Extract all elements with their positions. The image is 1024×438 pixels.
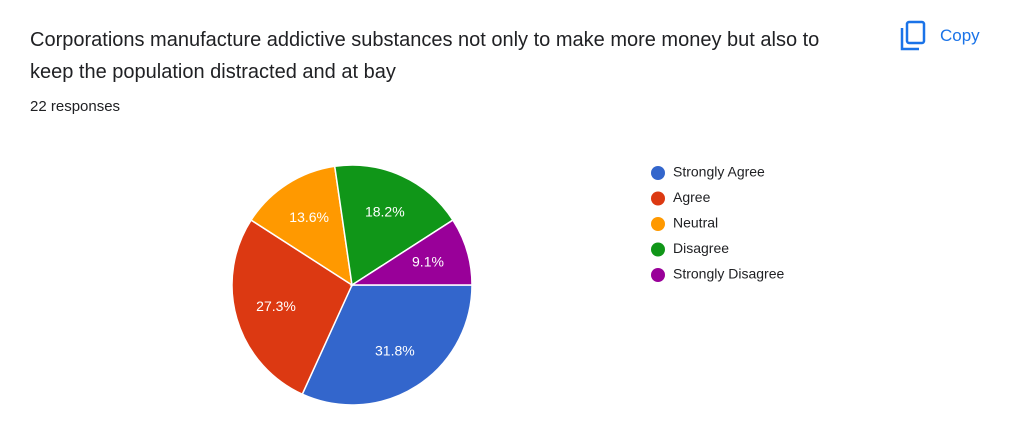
copy-icon: [900, 20, 926, 51]
pie-slice: [250, 165, 353, 287]
slice-label: 27.3%: [256, 298, 296, 314]
legend-label: Neutral: [673, 215, 718, 231]
legend-swatch: [651, 191, 665, 206]
legend-label: Strongly Agree: [673, 164, 765, 180]
response-count: 22 responses: [30, 98, 121, 115]
legend-label: Disagree: [673, 240, 729, 256]
legend-swatch: [651, 166, 665, 180]
pie-slice: [349, 219, 473, 286]
slice-label: 9.1%: [412, 253, 444, 269]
slice-label: 13.6%: [289, 209, 329, 225]
legend-swatch: [651, 268, 665, 282]
pie-slice: [301, 284, 473, 406]
pie-slice: [231, 219, 353, 396]
legend-swatch: [651, 217, 665, 231]
legend-label: Agree: [673, 189, 711, 205]
copy-label: Copy: [940, 26, 980, 45]
slice-label: 31.8%: [375, 342, 415, 358]
slice-label: 18.2%: [365, 204, 405, 220]
chart-title: Corporations manufacture addictive subst…: [30, 29, 820, 83]
copy-button[interactable]: Copy: [900, 20, 980, 52]
legend-swatch: [651, 242, 665, 257]
legend-label: Strongly Disagree: [673, 266, 784, 282]
pie-slice: [333, 164, 454, 287]
